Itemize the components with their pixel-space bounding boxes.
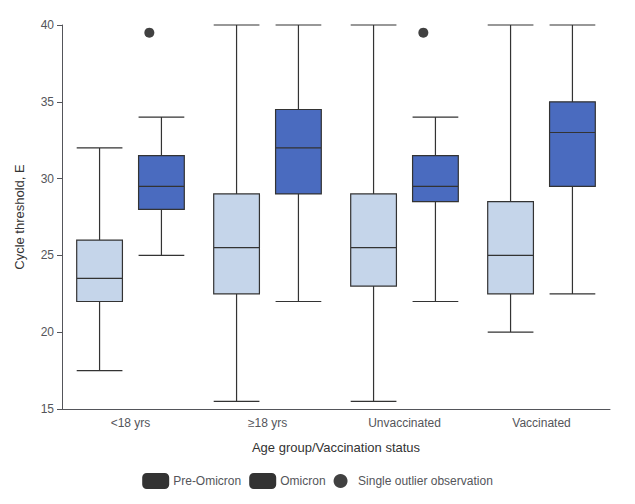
svg-text:25: 25 [41,248,55,262]
svg-text:<18 yrs: <18 yrs [111,416,151,430]
svg-text:Unvaccinated: Unvaccinated [368,416,441,430]
svg-text:15: 15 [41,402,55,416]
svg-text:30: 30 [41,172,55,186]
svg-text:Cycle threshold, E: Cycle threshold, E [12,164,27,270]
svg-text:≥18 yrs: ≥18 yrs [248,416,287,430]
svg-text:Single outlier observation: Single outlier observation [358,474,493,488]
svg-text:Omicron: Omicron [280,474,325,488]
svg-text:35: 35 [41,95,55,109]
svg-text:20: 20 [41,325,55,339]
svg-text:Pre-Omicron: Pre-Omicron [173,474,241,488]
svg-text:Age group/Vaccination status: Age group/Vaccination status [252,440,421,455]
svg-text:Vaccinated: Vaccinated [512,416,570,430]
svg-text:40: 40 [41,18,55,32]
